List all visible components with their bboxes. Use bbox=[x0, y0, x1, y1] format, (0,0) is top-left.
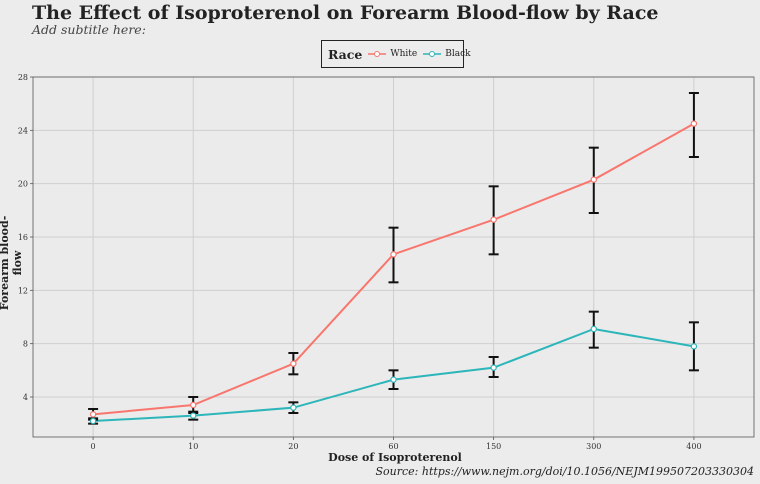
y-tick-label-2: 12 bbox=[18, 286, 28, 295]
x-tick-label-4: 150 bbox=[486, 442, 501, 451]
chart-title: The Effect of Isoproterenol on Forearm B… bbox=[32, 2, 659, 24]
chart-caption: Source: https://www.nejm.org/doi/10.1056… bbox=[375, 465, 755, 478]
legend-item-white: White bbox=[368, 49, 417, 59]
x-axis-label: Dose of Isoproterenol bbox=[328, 451, 462, 464]
data-point-black-4 bbox=[490, 364, 497, 371]
y-tick-label-1: 8 bbox=[23, 340, 28, 349]
data-point-white-5 bbox=[590, 176, 597, 183]
x-tick-label-3: 60 bbox=[388, 442, 398, 451]
x-tick-label-6: 400 bbox=[686, 442, 701, 451]
legend-key-black bbox=[423, 51, 442, 57]
x-tick-label-0: 0 bbox=[91, 442, 96, 451]
legend-key-white bbox=[368, 51, 387, 57]
y-tick-label-0: 4 bbox=[23, 393, 28, 402]
legend-label-white: White bbox=[390, 49, 418, 59]
data-point-white-2 bbox=[290, 360, 297, 367]
legend-title: Race bbox=[328, 46, 363, 62]
y-axis-label: Forearm blood-flow bbox=[0, 215, 24, 311]
data-point-black-0 bbox=[89, 417, 97, 425]
legend-label-black: Black bbox=[445, 49, 471, 59]
data-point-black-6 bbox=[690, 343, 698, 350]
data-point-black-5 bbox=[590, 325, 597, 333]
y-tick-label-5: 24 bbox=[18, 126, 28, 135]
legend-item-black: Black bbox=[423, 49, 471, 59]
data-point-white-0 bbox=[89, 411, 97, 418]
x-tick-label-2: 20 bbox=[288, 442, 298, 451]
data-point-white-3 bbox=[390, 251, 397, 258]
data-point-white-1 bbox=[190, 401, 197, 409]
data-point-white-6 bbox=[690, 120, 698, 127]
y-tick-label-3: 16 bbox=[18, 233, 28, 242]
data-point-white-4 bbox=[490, 216, 497, 223]
x-tick-label-5: 300 bbox=[586, 442, 601, 451]
y-tick-label-4: 20 bbox=[18, 180, 28, 189]
y-tick-label-6: 28 bbox=[18, 73, 28, 82]
x-tick-label-1: 10 bbox=[188, 442, 198, 451]
data-point-black-3 bbox=[390, 376, 397, 383]
data-point-black-2 bbox=[290, 404, 297, 411]
chart-subtitle: Add subtitle here: bbox=[32, 22, 146, 37]
data-point-black-1 bbox=[190, 412, 197, 419]
legend: Race White Black bbox=[321, 40, 471, 68]
